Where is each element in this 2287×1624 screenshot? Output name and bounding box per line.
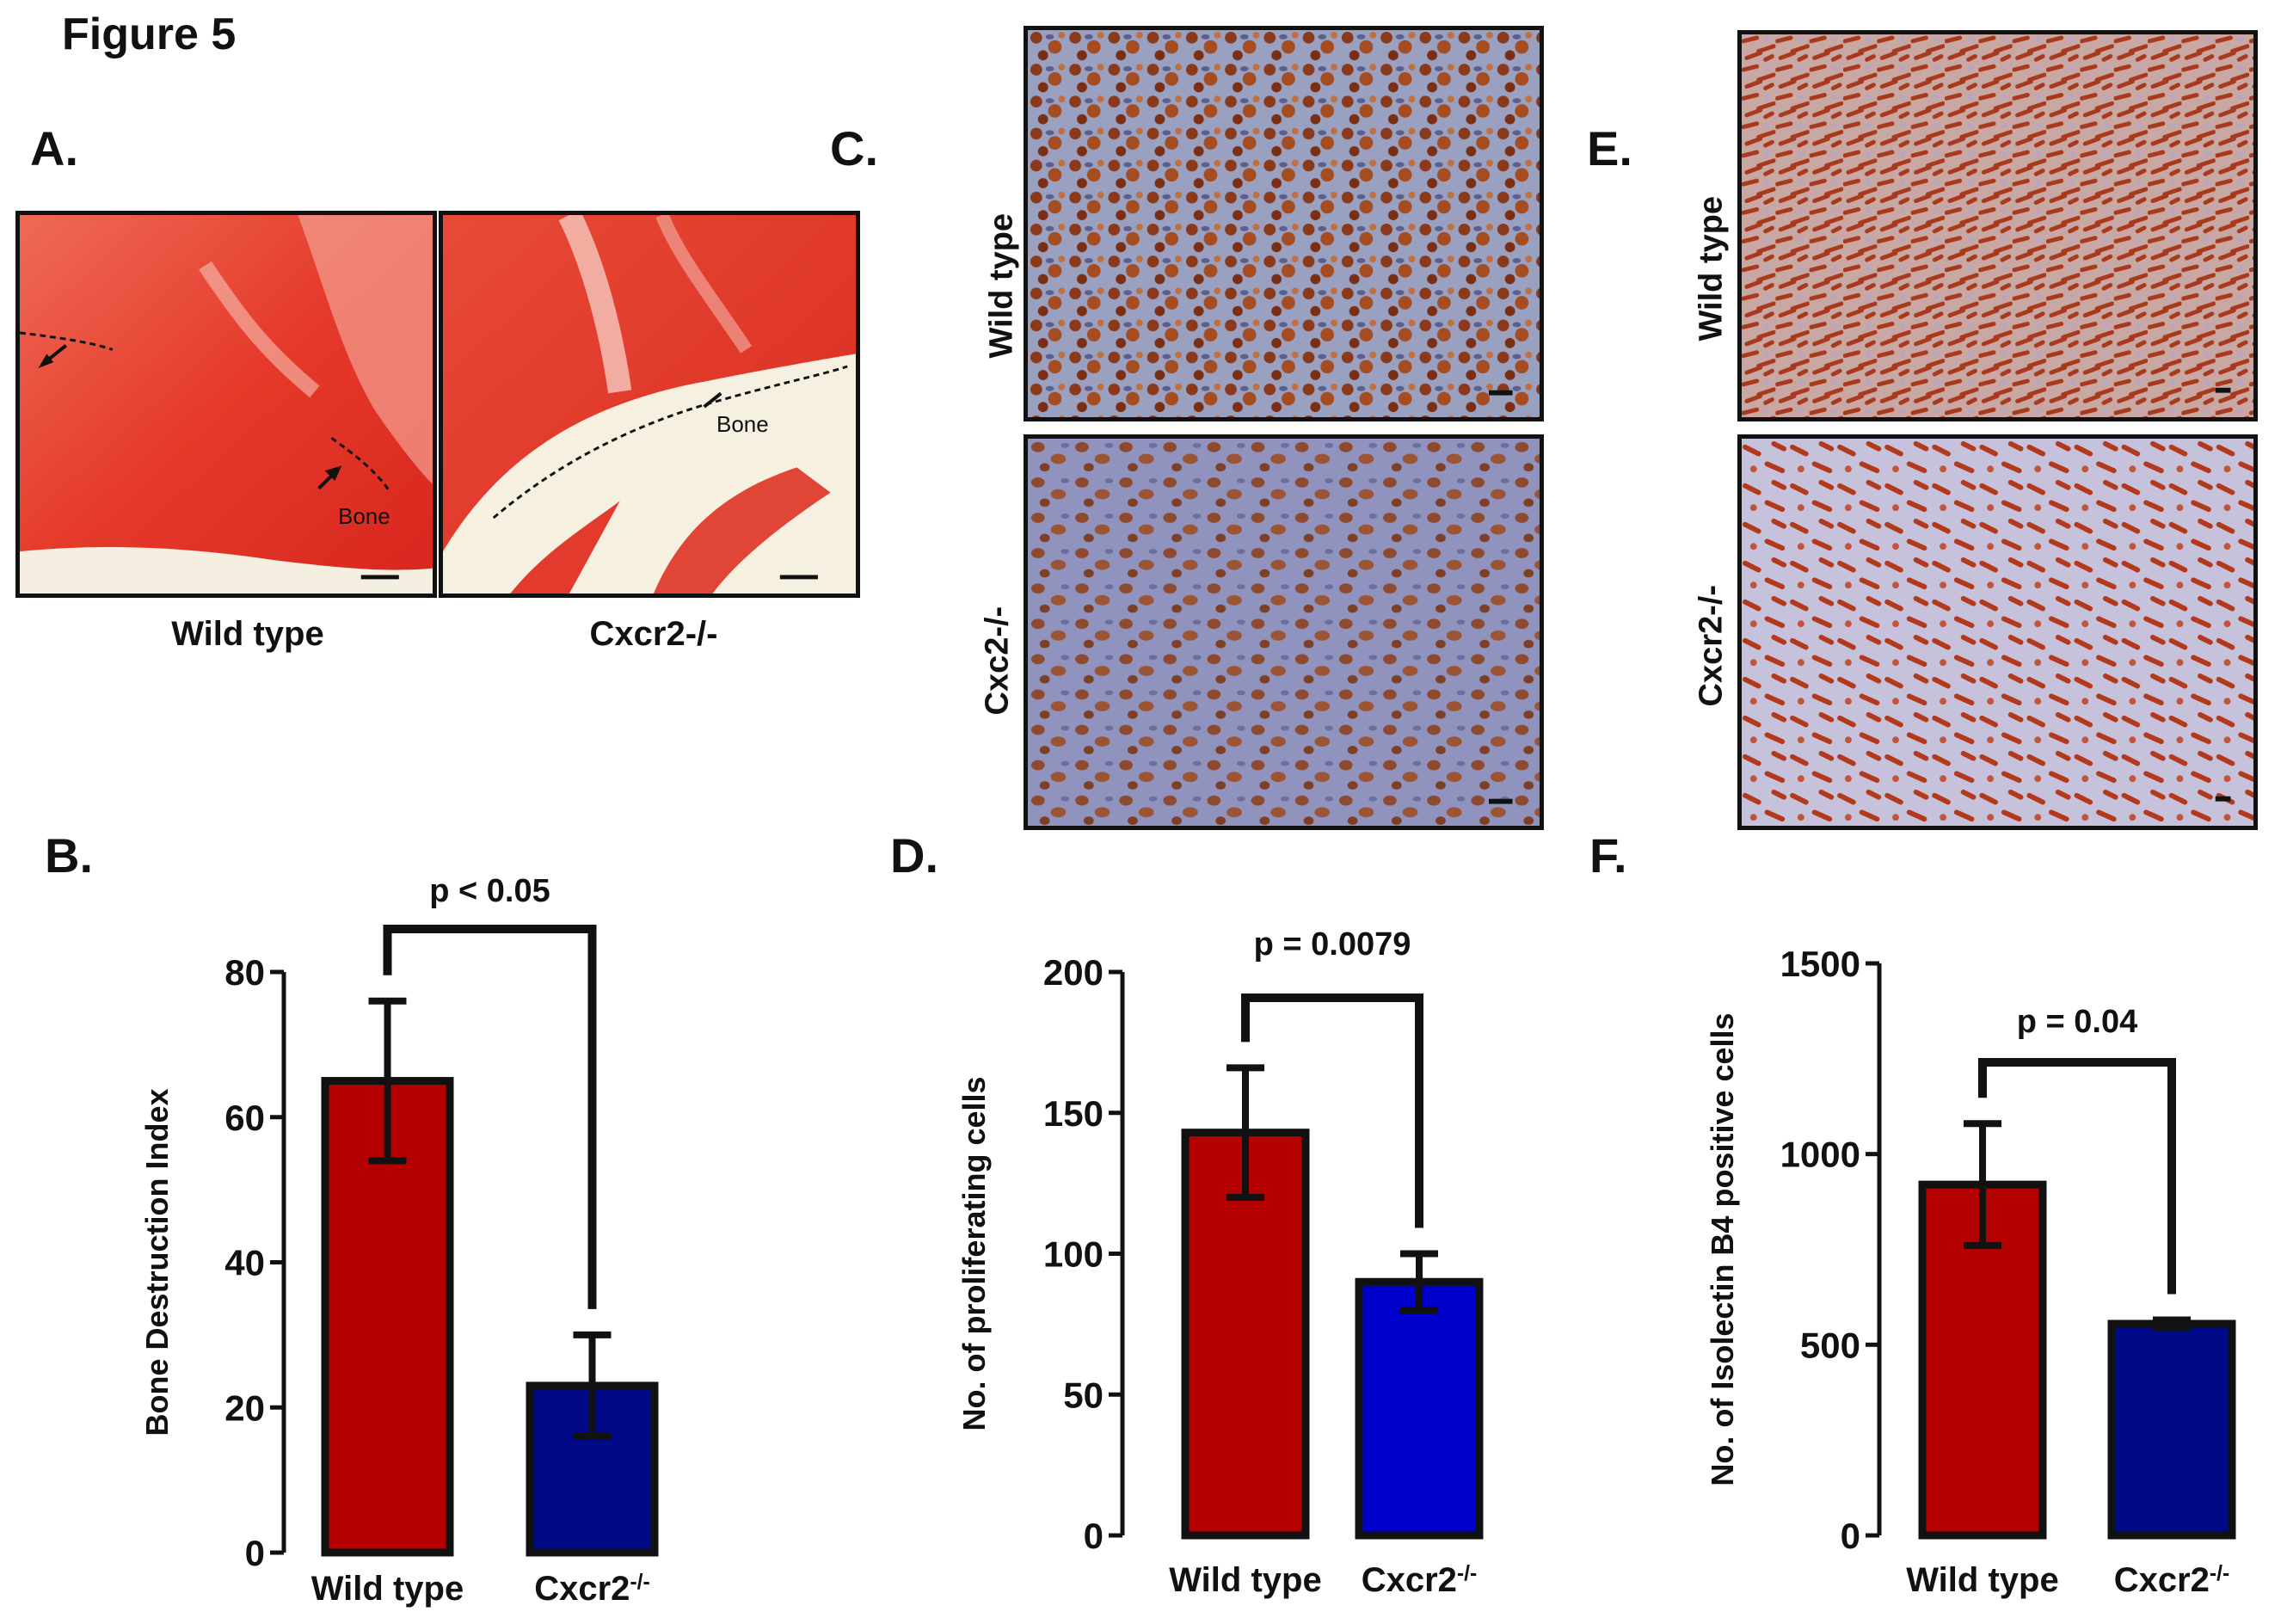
- bar: [2107, 1320, 2236, 1540]
- y-tick-label: 80: [224, 952, 265, 993]
- panel-letter-d: D.: [890, 828, 938, 883]
- ihc-proliferation-wild-type: [1024, 26, 1544, 421]
- category-label: Wild type: [1169, 1561, 1321, 1599]
- y-tick-label: 0: [245, 1533, 265, 1573]
- bone-annotation: Bone: [338, 503, 390, 529]
- ihc-isolectin-cxcr2: [1737, 434, 2258, 830]
- chart-f-isolectin-cells: 0 500 1000 1500 No. of Isolectin B4 positive…: [1705, 944, 2236, 1599]
- bar: [1355, 1277, 1484, 1540]
- chart-d-proliferating-cells: 0 50 100 150 200 No. of proliferating cells Wi…: [956, 926, 1484, 1599]
- chart-b-bone-destruction: 0 20 40 60 80 Bone Destruction Index Wild type…: [139, 873, 659, 1608]
- bone-histology-cxcr2: Bone: [439, 211, 860, 598]
- p-value-label: p = 0.04: [2017, 1004, 2137, 1040]
- caption-wild-type: Wild type: [171, 615, 324, 653]
- category-label: Cxcr2-/-: [534, 1570, 650, 1608]
- y-tick-label: 0: [1084, 1516, 1104, 1556]
- y-axis-label: No. of Isolectin B4 positive cells: [1705, 1012, 1740, 1486]
- category-label: Wild type: [1906, 1561, 2058, 1599]
- ihc-isolectin-wild-type: [1737, 30, 2258, 421]
- y-tick-label: 40: [224, 1243, 265, 1283]
- category-label: Cxcr2-/-: [1362, 1561, 1478, 1599]
- y-tick-label: 0: [1841, 1516, 1860, 1556]
- caption-cxcr2: Cxcr2-/-: [589, 615, 718, 653]
- y-tick-label: 150: [1043, 1093, 1104, 1134]
- category-label: Cxcr2-/-: [2114, 1561, 2230, 1599]
- y-axis-label: No. of proliferating cells: [956, 1076, 992, 1430]
- panel-letter-e: E.: [1587, 121, 1632, 175]
- y-axis-label: Bone Destruction Index: [139, 1088, 175, 1436]
- bone-histology-wild-type: Bone: [15, 211, 437, 598]
- significance-bracket: [1241, 993, 1423, 1228]
- bone-annotation: Bone: [716, 411, 769, 437]
- p-value-label: p = 0.0079: [1254, 926, 1411, 963]
- figure-title: Figure 5: [62, 9, 237, 59]
- y-tick-label: 60: [224, 1098, 265, 1138]
- category-label: Wild type: [311, 1570, 464, 1608]
- panel-letter-f: F.: [1589, 828, 1627, 883]
- p-value-label: p < 0.05: [429, 873, 550, 909]
- y-tick-label: 1500: [1780, 944, 1860, 984]
- y-tick-label: 1000: [1780, 1135, 1860, 1175]
- significance-bracket: [1978, 1058, 2176, 1295]
- ihc-proliferation-cxcr2: [1024, 434, 1544, 830]
- y-tick-label: 200: [1043, 952, 1104, 993]
- y-tick-label: 500: [1800, 1325, 1860, 1365]
- y-tick-label: 20: [224, 1387, 265, 1428]
- panel-letter-c: C.: [830, 121, 878, 175]
- panel-letter-a: A.: [30, 121, 78, 175]
- panel-letter-b: B.: [45, 828, 93, 883]
- significance-bracket: [383, 925, 597, 1309]
- y-tick-label: 100: [1043, 1234, 1104, 1275]
- y-tick-label: 50: [1063, 1375, 1104, 1415]
